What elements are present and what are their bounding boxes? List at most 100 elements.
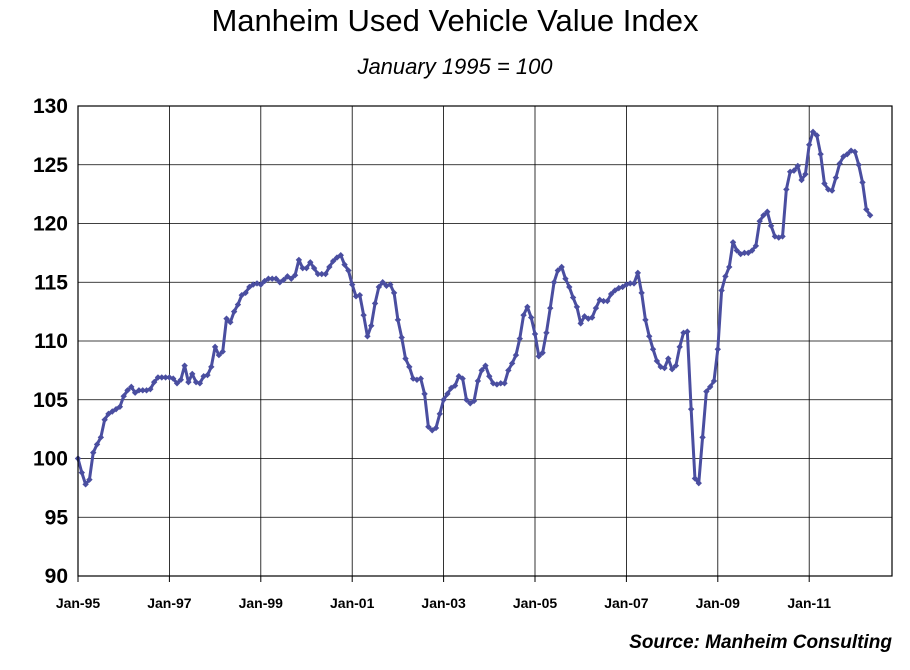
x-tick-label: Jan-11 [787, 595, 831, 611]
y-tick-label: 110 [34, 330, 68, 353]
data-point [775, 234, 782, 241]
data-point [242, 289, 249, 297]
data-point [280, 276, 287, 284]
data-point [657, 363, 664, 371]
data-point [90, 449, 97, 456]
data-point [798, 176, 805, 184]
data-point [128, 383, 135, 391]
data-point [139, 387, 146, 394]
data-point [154, 374, 162, 381]
data-point [406, 363, 413, 371]
x-tick-label: Jan-99 [239, 595, 284, 611]
data-point [794, 162, 801, 170]
data-point [440, 396, 447, 403]
data-point [417, 375, 424, 382]
series-line [76, 130, 872, 486]
data-point [474, 377, 482, 385]
data-point [554, 267, 562, 274]
data-point [802, 170, 809, 178]
data-point [520, 311, 527, 319]
data-point [170, 375, 177, 382]
x-tick-label: Jan-95 [56, 595, 101, 611]
data-point [215, 351, 223, 359]
y-tick-label: 90 [45, 565, 68, 588]
data-point [703, 388, 710, 395]
data-point [223, 315, 230, 322]
data-point [310, 264, 318, 272]
data-point [379, 279, 386, 286]
data-point [295, 256, 303, 264]
data-point [486, 373, 493, 380]
data-point [173, 380, 181, 387]
data-point [684, 328, 691, 335]
data-point [208, 363, 215, 371]
data-point [421, 390, 428, 398]
y-axis-ticks: 130 125 120 115 110 105 100 95 90 [33, 95, 68, 588]
data-point [505, 367, 512, 374]
data-point [345, 267, 352, 274]
data-point [227, 319, 234, 326]
x-tick-label: Jan-09 [696, 595, 741, 611]
data-point [699, 434, 706, 441]
data-point [436, 410, 443, 418]
data-point [676, 343, 683, 351]
data-point [771, 233, 779, 240]
data-point [459, 375, 466, 382]
data-point [512, 351, 520, 359]
data-point [832, 174, 840, 181]
data-point [527, 314, 535, 321]
data-point [185, 378, 192, 386]
data-point [779, 233, 786, 240]
data-point [463, 396, 470, 403]
data-point [653, 357, 661, 365]
data-point [82, 481, 89, 488]
data-point [78, 469, 86, 476]
data-point [470, 397, 478, 405]
data-point [349, 281, 356, 288]
data-point [451, 382, 459, 389]
data-point [368, 322, 375, 329]
data-point [116, 403, 124, 410]
data-point [547, 304, 554, 312]
data-point [813, 132, 821, 139]
data-point [722, 273, 729, 280]
grid [77, 105, 892, 577]
data-point [836, 160, 843, 167]
data-point [147, 385, 154, 393]
data-point [230, 308, 238, 315]
data-point [390, 289, 398, 297]
data-point [726, 263, 733, 271]
data-point [627, 280, 634, 287]
data-point [642, 316, 649, 324]
data-point [592, 304, 600, 312]
data-point [596, 296, 603, 304]
data-point [299, 264, 306, 272]
data-point [211, 343, 219, 351]
x-tick-label: Jan-03 [421, 595, 466, 611]
data-point [497, 380, 504, 387]
data-point [291, 272, 299, 279]
x-tick-label: Jan-05 [513, 595, 558, 611]
data-point [246, 283, 253, 291]
data-point [93, 441, 101, 448]
data-point [638, 289, 645, 297]
data-point [181, 362, 188, 369]
data-point [398, 334, 405, 341]
data-point [646, 333, 653, 340]
data-point [360, 311, 367, 319]
data-point [745, 249, 752, 257]
data-point [714, 346, 721, 353]
data-point [866, 212, 874, 219]
data-point [314, 270, 322, 278]
y-tick-label: 95 [45, 506, 69, 529]
data-point [760, 212, 767, 219]
data-point [604, 297, 611, 305]
data-point [562, 275, 569, 282]
data-point [828, 187, 836, 194]
data-point [767, 222, 775, 230]
data-point [341, 261, 348, 268]
plot-area-border [77, 105, 893, 577]
data-point [425, 423, 432, 430]
data-point [607, 290, 615, 298]
